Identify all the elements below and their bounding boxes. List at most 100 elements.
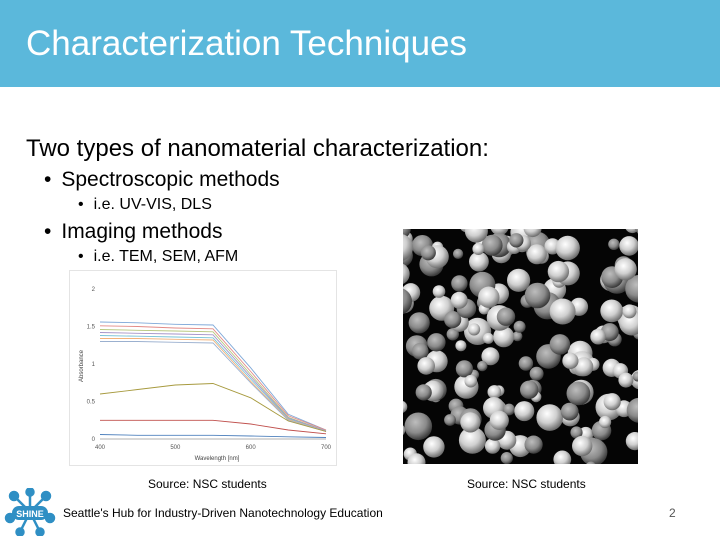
nanoparticle bbox=[487, 385, 502, 399]
nanoparticle bbox=[464, 374, 478, 388]
nanoparticle bbox=[427, 333, 446, 352]
nanoparticle bbox=[469, 251, 489, 272]
nanoparticle bbox=[608, 238, 620, 250]
nanoparticle bbox=[432, 285, 446, 298]
nanoparticle bbox=[619, 236, 638, 256]
uv-vis-chart-svg: 0 0.5 1 1.5 2 400 500 600 700 Absorbance Wavelen… bbox=[79, 287, 332, 462]
nanoparticle bbox=[626, 397, 638, 423]
nanoparticle bbox=[570, 426, 583, 439]
nanoparticle bbox=[423, 436, 445, 458]
nanoparticle bbox=[468, 323, 481, 336]
sub-bullet-text: i.e. TEM, SEM, AFM bbox=[93, 248, 239, 265]
nanoparticle bbox=[464, 229, 488, 243]
series-line-2 bbox=[99, 325, 327, 431]
nanoparticle bbox=[524, 282, 551, 309]
y-tick-label: 2 bbox=[92, 287, 96, 293]
shine-logo-icon: SHINE bbox=[4, 487, 56, 537]
nanoparticle bbox=[549, 298, 576, 325]
nanoparticle bbox=[458, 426, 486, 454]
nanoparticle bbox=[451, 275, 468, 292]
series-line-4 bbox=[99, 332, 327, 432]
nanoparticle bbox=[566, 381, 591, 406]
nanoparticle bbox=[493, 326, 515, 348]
nanoparticle bbox=[481, 234, 503, 256]
nanoparticle bbox=[622, 304, 637, 319]
uv-vis-chart: 0 0.5 1 1.5 2 400 500 600 700 Absorbance Wavelen… bbox=[69, 270, 337, 466]
nanoparticle bbox=[403, 288, 412, 315]
series-line-5 bbox=[99, 335, 327, 432]
nanoparticle bbox=[529, 366, 544, 381]
nanoparticle bbox=[455, 340, 467, 352]
series-line-3 bbox=[99, 329, 327, 432]
nanoparticle bbox=[524, 435, 543, 454]
nanoparticle bbox=[507, 268, 531, 292]
nanoparticle bbox=[509, 233, 524, 248]
nanoparticle bbox=[453, 248, 464, 259]
nanoparticle bbox=[523, 229, 542, 238]
slide-title: Characterization Techniques bbox=[26, 24, 468, 63]
y-axis-label: Absorbance bbox=[79, 349, 85, 382]
x-tick-label: 600 bbox=[246, 445, 257, 451]
nanoparticle bbox=[403, 400, 408, 413]
logo-text: SHINE bbox=[16, 509, 44, 519]
nanoparticle bbox=[553, 450, 572, 464]
nanoparticle bbox=[632, 371, 638, 382]
nanoparticle bbox=[635, 229, 638, 234]
nanoparticle bbox=[603, 393, 621, 411]
sub-bullet-spectroscopic: • i.e. UV-VIS, DLS bbox=[78, 196, 212, 214]
x-tick-label: 400 bbox=[95, 445, 106, 451]
nanoparticle bbox=[614, 258, 637, 281]
series-line-7 bbox=[100, 341, 327, 432]
y-tick-label: 0 bbox=[92, 437, 96, 443]
source-caption-image: Source: NSC students bbox=[467, 477, 586, 491]
sem-image bbox=[403, 229, 638, 464]
nanoparticle bbox=[478, 286, 500, 308]
nanoparticle bbox=[526, 244, 547, 265]
nanoparticle bbox=[411, 342, 429, 360]
nanoparticle bbox=[600, 299, 624, 323]
bullet-spectroscopic: • Spectroscopic methods bbox=[44, 168, 280, 192]
nanoparticle bbox=[536, 404, 563, 431]
series-line-1 bbox=[99, 321, 327, 431]
nanoparticle bbox=[420, 245, 436, 261]
nanoparticle bbox=[574, 357, 594, 377]
nanoparticle bbox=[455, 360, 473, 378]
title-bar: Characterization Techniques bbox=[0, 0, 720, 87]
nanoparticle bbox=[489, 410, 509, 430]
bullet-imaging: • Imaging methods bbox=[44, 220, 222, 244]
nanoparticle bbox=[599, 415, 612, 429]
series-line-9 bbox=[100, 419, 327, 435]
nanoparticle bbox=[586, 461, 596, 464]
x-tick-label: 500 bbox=[170, 445, 181, 451]
bullet-text: Imaging methods bbox=[61, 220, 223, 243]
nanoparticle bbox=[477, 360, 488, 372]
bullet-dot: • bbox=[78, 196, 84, 213]
nanoparticle bbox=[472, 243, 485, 255]
footer-text: Seattle's Hub for Industry-Driven Nanote… bbox=[63, 506, 383, 520]
nanoparticle bbox=[512, 331, 523, 342]
nanoparticle bbox=[560, 402, 579, 421]
nanoparticle bbox=[514, 401, 535, 422]
nanoparticle bbox=[625, 275, 638, 303]
bullet-dot: • bbox=[44, 168, 52, 191]
nanoparticle bbox=[496, 307, 516, 326]
slide-heading: Two types of nanomaterial characterizati… bbox=[26, 135, 489, 162]
nanoparticle bbox=[404, 412, 433, 441]
nanoparticle bbox=[549, 334, 571, 355]
page-number: 2 bbox=[669, 506, 676, 520]
nanoparticle bbox=[618, 372, 634, 388]
shine-logo: SHINE bbox=[4, 487, 56, 537]
nanoparticle bbox=[415, 384, 432, 401]
nanoparticle bbox=[403, 263, 410, 285]
nanoparticle bbox=[572, 435, 593, 457]
bullet-text: Spectroscopic methods bbox=[61, 168, 280, 191]
nanoparticle bbox=[444, 311, 462, 329]
y-tick-label: 1.5 bbox=[87, 325, 96, 331]
nanoparticle-micrograph bbox=[403, 229, 638, 464]
bullet-dot: • bbox=[44, 220, 52, 243]
source-caption-chart: Source: NSC students bbox=[148, 477, 267, 491]
nanoparticle bbox=[503, 403, 515, 416]
nanoparticle bbox=[513, 320, 526, 333]
nanoparticle bbox=[625, 229, 638, 234]
nanoparticle bbox=[482, 332, 494, 344]
